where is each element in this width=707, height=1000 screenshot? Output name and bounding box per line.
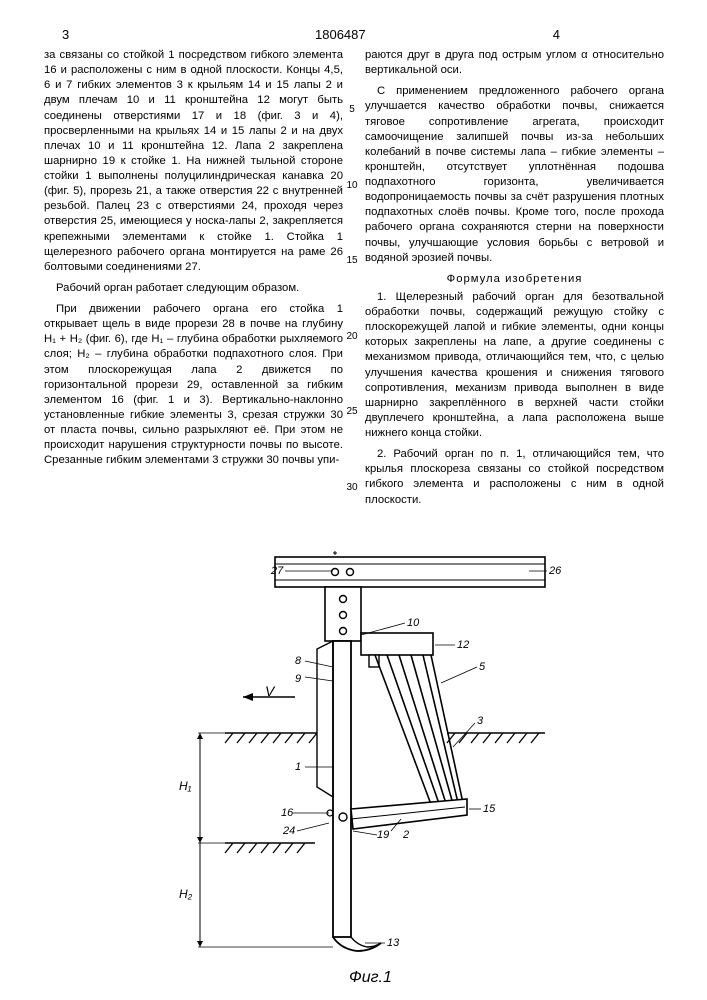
formula-heading: Формула изобретения <box>365 272 664 287</box>
column-right: раются друг в друга под острым углом α о… <box>365 48 664 514</box>
dim-h1: H₁ <box>179 779 191 793</box>
paragraph: за связаны со стойкой 1 посредством гибк… <box>44 48 343 275</box>
callout-9: 9 <box>295 673 301 685</box>
callout-1: 1 <box>295 761 301 773</box>
arrow-v-label: V <box>265 683 274 699</box>
paragraph: Рабочий орган работает следующим образом… <box>44 281 343 296</box>
callout-12: 12 <box>457 639 469 651</box>
technical-drawing-svg <box>185 547 565 972</box>
figure-label: Фиг.1 <box>349 969 392 987</box>
figure-1: 27 26 10 12 8 9 1 16 24 19 2 13 15 5 3 V… <box>185 547 565 987</box>
callout-13: 13 <box>387 937 399 949</box>
callout-3: 3 <box>477 715 483 727</box>
text-body: за связаны со стойкой 1 посредством гибк… <box>44 48 664 514</box>
callout-24: 24 <box>283 825 295 837</box>
claim-1: 1. Щелерезный рабочий орган для безотвал… <box>365 290 664 441</box>
callout-5: 5 <box>479 661 485 673</box>
paragraph: При движении рабочего органа его стойка … <box>44 302 343 468</box>
callout-27: 27 <box>271 565 283 577</box>
document-number: 1806487 <box>315 27 366 42</box>
callout-10: 10 <box>407 617 419 629</box>
callout-8: 8 <box>295 655 301 667</box>
callout-26: 26 <box>549 565 561 577</box>
dim-h2: H₂ <box>179 887 192 901</box>
callout-19: 19 <box>377 829 389 841</box>
column-left: за связаны со стойкой 1 посредством гибк… <box>44 48 343 514</box>
page-number-left: 3 <box>62 27 69 42</box>
claim-2: 2. Рабочий орган по п. 1, отличающийся т… <box>365 447 664 508</box>
callout-16: 16 <box>281 807 293 819</box>
paragraph: раются друг в друга под острым углом α о… <box>365 48 664 78</box>
callout-2: 2 <box>403 829 409 841</box>
paragraph: С применением предложенного рабочего орг… <box>365 84 664 266</box>
page-number-right: 4 <box>553 27 560 42</box>
callout-15: 15 <box>483 803 495 815</box>
